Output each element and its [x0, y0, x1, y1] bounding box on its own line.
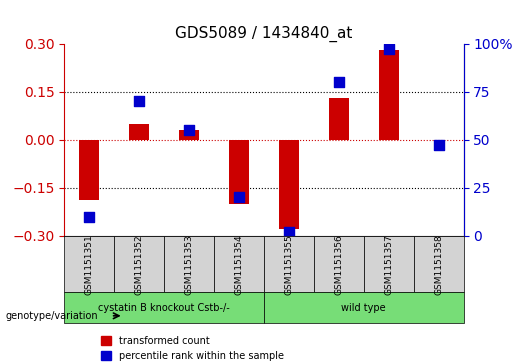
FancyBboxPatch shape — [264, 236, 314, 293]
Bar — [229, 140, 249, 204]
Point — [385, 46, 393, 52]
Bar — [329, 98, 349, 140]
Text: GSM1151353: GSM1151353 — [184, 234, 194, 295]
Text: wild type: wild type — [341, 303, 386, 313]
Text: cystatin B knockout Cstb-/-: cystatin B knockout Cstb-/- — [98, 303, 230, 313]
Bar — [79, 140, 99, 200]
Point — [135, 98, 143, 104]
Text: GSM1151355: GSM1151355 — [284, 234, 294, 295]
Bar — [129, 124, 149, 140]
FancyBboxPatch shape — [114, 236, 164, 293]
Point — [335, 79, 343, 85]
FancyBboxPatch shape — [64, 293, 264, 323]
Bar — [279, 140, 299, 229]
FancyBboxPatch shape — [414, 236, 464, 293]
Bar — [179, 130, 199, 140]
Text: GSM1151357: GSM1151357 — [384, 234, 393, 295]
Text: GSM1151358: GSM1151358 — [434, 234, 443, 295]
FancyBboxPatch shape — [264, 293, 464, 323]
FancyBboxPatch shape — [214, 236, 264, 293]
Text: GSM1151352: GSM1151352 — [135, 234, 144, 295]
Point — [85, 213, 93, 219]
Text: GSM1151354: GSM1151354 — [234, 234, 244, 295]
Point — [285, 229, 293, 235]
FancyBboxPatch shape — [364, 236, 414, 293]
Text: genotype/variation: genotype/variation — [5, 311, 98, 321]
FancyBboxPatch shape — [314, 236, 364, 293]
Point — [435, 143, 443, 148]
Title: GDS5089 / 1434840_at: GDS5089 / 1434840_at — [175, 26, 353, 42]
Bar — [379, 50, 399, 140]
Text: GSM1151351: GSM1151351 — [85, 234, 94, 295]
Text: GSM1151356: GSM1151356 — [334, 234, 344, 295]
FancyBboxPatch shape — [64, 236, 114, 293]
Point — [185, 127, 193, 133]
FancyBboxPatch shape — [164, 236, 214, 293]
Point — [235, 195, 243, 200]
Legend: transformed count, percentile rank within the sample: transformed count, percentile rank withi… — [97, 332, 288, 363]
